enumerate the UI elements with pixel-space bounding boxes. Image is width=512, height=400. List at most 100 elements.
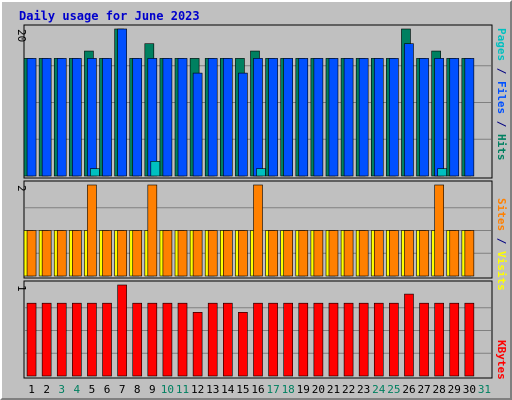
bar-kbytes-day-30 xyxy=(464,302,475,377)
day-label-3: 3 xyxy=(58,383,65,396)
bar-files-day-24 xyxy=(373,58,384,177)
day-label-18: 18 xyxy=(282,383,295,396)
legend-item: Sites xyxy=(495,198,508,231)
bar-files-day-2 xyxy=(41,58,52,177)
bar-pages-day-9 xyxy=(150,161,161,177)
legend-item: KBytes xyxy=(495,340,508,380)
bar-files-day-12 xyxy=(192,72,203,177)
bar-files-day-29 xyxy=(449,58,460,177)
bar-sites-day-29 xyxy=(449,230,460,277)
bar-files-day-28 xyxy=(434,58,444,177)
panels-layer: 20 Pages / Files / Hits 2 Sites / Visits 1 KB… xyxy=(15,24,508,380)
bar-files-day-14 xyxy=(223,58,233,177)
bar-files-day-5 xyxy=(87,58,97,177)
bar-kbytes-day-18 xyxy=(283,302,293,377)
day-label-28: 28 xyxy=(433,383,446,396)
bar-sites-day-16 xyxy=(253,184,263,277)
bar-kbytes-day-20 xyxy=(313,302,324,377)
bar-sites-day-23 xyxy=(358,230,369,277)
bar-sites-day-1 xyxy=(26,230,37,277)
day-label-22: 22 xyxy=(342,383,355,396)
day-label-6: 6 xyxy=(104,383,111,396)
bar-kbytes-day-23 xyxy=(358,302,369,377)
bar-kbytes-day-12 xyxy=(192,311,203,377)
legend-bottom: KBytes xyxy=(495,340,508,380)
day-label-8: 8 xyxy=(134,383,141,396)
bar-files-day-17 xyxy=(268,58,278,177)
chart-title: Daily usage for June 2023 xyxy=(19,9,200,23)
bar-files-day-19 xyxy=(298,58,309,177)
bar-sites-day-17 xyxy=(268,230,278,277)
bar-kbytes-day-26 xyxy=(404,293,414,377)
bar-sites-day-22 xyxy=(343,230,354,277)
bar-sites-day-15 xyxy=(238,230,248,277)
day-label-17: 17 xyxy=(266,383,279,396)
bar-kbytes-day-25 xyxy=(389,302,399,377)
x-axis-day-labels: 1 2 3 4 5 6 7 8 9 10 11 12 13 14 15 16 17 18 19 20 21 22 23 24 2… xyxy=(28,383,491,396)
day-label-20: 20 xyxy=(312,383,325,396)
bar-sites-day-3 xyxy=(56,230,67,277)
day-label-15: 15 xyxy=(236,383,249,396)
bar-pages-day-28 xyxy=(437,168,447,177)
day-label-9: 9 xyxy=(149,383,156,396)
day-label-29: 29 xyxy=(448,383,461,396)
bar-kbytes-day-29 xyxy=(449,302,460,377)
bar-kbytes-day-24 xyxy=(373,302,384,377)
bar-files-day-30 xyxy=(464,58,475,177)
bar-files-day-25 xyxy=(389,58,399,177)
bar-files-day-6 xyxy=(102,58,112,177)
day-label-27: 27 xyxy=(417,383,430,396)
bar-kbytes-day-21 xyxy=(328,302,339,377)
bar-sites-day-9 xyxy=(147,184,158,277)
bar-kbytes-day-14 xyxy=(223,302,233,377)
bar-sites-day-19 xyxy=(298,230,309,277)
day-label-5: 5 xyxy=(89,383,96,396)
legend-top: Pages / Files / Hits xyxy=(495,28,508,161)
bar-kbytes-day-4 xyxy=(72,302,82,377)
bar-files-day-27 xyxy=(419,58,429,177)
legend-item: / xyxy=(495,61,508,81)
bar-sites-day-7 xyxy=(117,230,127,277)
day-label-7: 7 xyxy=(119,383,126,396)
bar-sites-day-25 xyxy=(389,230,399,277)
bar-files-day-9 xyxy=(147,58,158,177)
day-label-24: 24 xyxy=(372,383,386,396)
bar-files-day-10 xyxy=(162,58,173,177)
bar-kbytes-day-16 xyxy=(253,302,263,377)
bar-sites-day-11 xyxy=(177,230,188,277)
bar-sites-day-6 xyxy=(102,230,112,277)
bar-kbytes-day-11 xyxy=(177,302,188,377)
bar-files-day-18 xyxy=(283,58,293,177)
bar-kbytes-day-15 xyxy=(238,311,248,377)
bar-sites-day-21 xyxy=(328,230,339,277)
bar-kbytes-day-6 xyxy=(102,302,112,377)
bar-kbytes-day-13 xyxy=(207,302,218,377)
day-label-11: 11 xyxy=(176,383,189,396)
bar-sites-day-13 xyxy=(207,230,218,277)
legend-item: / xyxy=(495,114,508,134)
bar-kbytes-day-2 xyxy=(41,302,52,377)
legend-item: Hits xyxy=(495,134,508,161)
legend-item: Files xyxy=(495,81,508,114)
day-label-21: 21 xyxy=(327,383,340,396)
bar-sites-day-2 xyxy=(41,230,52,277)
panel-bottom: 1 KBytes xyxy=(15,280,508,380)
bar-files-day-20 xyxy=(313,58,324,177)
bar-kbytes-day-10 xyxy=(162,302,173,377)
day-label-14: 14 xyxy=(221,383,235,396)
day-label-13: 13 xyxy=(206,383,219,396)
bar-files-day-22 xyxy=(343,58,354,177)
bar-files-day-23 xyxy=(358,58,369,177)
bar-sites-day-27 xyxy=(419,230,429,277)
bar-kbytes-day-5 xyxy=(87,302,97,377)
bar-files-day-3 xyxy=(56,58,67,177)
day-label-30: 30 xyxy=(463,383,476,396)
bar-sites-day-14 xyxy=(223,230,233,277)
bar-sites-day-28 xyxy=(434,184,444,277)
bar-pages-day-16 xyxy=(256,168,266,177)
y-max-tick-label: 1 xyxy=(15,285,28,292)
bar-files-day-1 xyxy=(26,58,37,177)
bar-sites-day-20 xyxy=(313,230,324,277)
bar-files-day-16 xyxy=(253,58,263,177)
bar-files-day-26 xyxy=(404,43,414,177)
